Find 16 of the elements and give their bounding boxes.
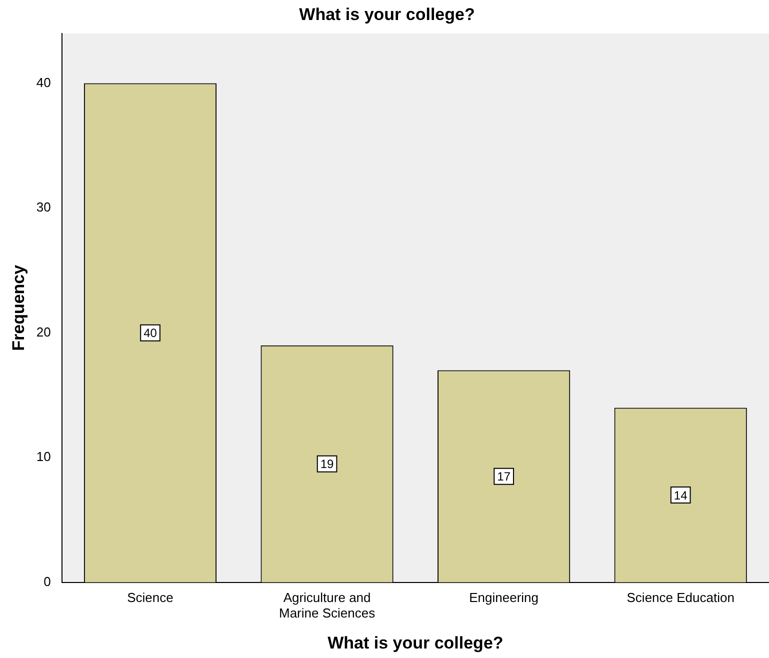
y-tick-label: 40: [36, 74, 51, 90]
y-axis-title: Frequency: [8, 264, 28, 351]
y-tick-label: 10: [36, 449, 51, 464]
x-tick-label: Science: [127, 590, 174, 605]
x-tick-label: Agriculture and Marine Sciences: [278, 590, 376, 620]
data-label: 14: [674, 488, 688, 502]
data-label: 17: [497, 470, 511, 484]
y-tick-label: 0: [44, 574, 51, 589]
y-tick-label: 20: [36, 324, 51, 340]
x-tick-label: Engineering: [469, 590, 539, 605]
chart-title: What is your college?: [299, 4, 475, 24]
data-label: 40: [144, 326, 158, 340]
x-axis-title: What is your college?: [328, 633, 504, 652]
x-tick-label: Science Education: [626, 590, 734, 605]
data-label: 19: [320, 457, 334, 472]
y-tick-label: 30: [36, 200, 51, 215]
